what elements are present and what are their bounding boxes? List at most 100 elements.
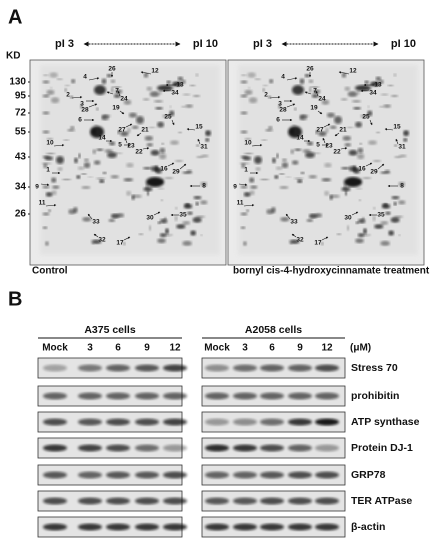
gel-spot (182, 240, 192, 246)
spot-arrow (117, 90, 121, 97)
panel-letter: A (8, 6, 22, 28)
marker-band (42, 80, 50, 84)
gel-spot (94, 124, 98, 126)
gel-spot (84, 158, 89, 162)
gel-spot (126, 190, 132, 196)
spot-label: 31 (200, 144, 208, 151)
gel-spot (357, 147, 364, 154)
gel-spot (247, 72, 256, 78)
gel-spot (403, 130, 410, 137)
lane-label: 6 (115, 343, 121, 354)
marker-band (42, 130, 50, 134)
gel-spot (63, 139, 70, 141)
gel-spot (44, 156, 54, 161)
gel-spot (64, 88, 67, 92)
spot-arrow (179, 163, 187, 170)
protein-label: TER ATPase (351, 495, 412, 507)
gel-spot (292, 85, 304, 95)
gel-spot (91, 242, 95, 245)
spot-label: 5 (316, 142, 320, 149)
gel-spot (254, 78, 261, 81)
gel-spot (181, 105, 186, 108)
spot-label: 29 (370, 169, 378, 176)
gel-spot (154, 165, 159, 172)
mw-label: 130 (9, 77, 26, 88)
spot-label: 34 (171, 90, 179, 97)
spot-arrow (71, 96, 83, 99)
gel-spot (249, 190, 255, 196)
gel-spot (391, 195, 400, 200)
gel-spot (260, 178, 270, 181)
gel-spot (205, 137, 210, 142)
gel-spot (51, 177, 57, 183)
gel-spot (143, 187, 153, 192)
gel-spot (49, 72, 58, 78)
lane-label: Mock (42, 343, 68, 354)
gel-spot (205, 130, 212, 137)
gel-spot (67, 128, 75, 132)
gel-spot (379, 105, 384, 108)
band (315, 497, 339, 505)
gel-spot (368, 140, 377, 145)
mw-label: 34 (15, 182, 27, 193)
gel-spot (308, 86, 312, 93)
gel-spot (182, 93, 191, 96)
spot-arrow (119, 110, 125, 115)
gel-spot (275, 166, 283, 170)
gel-spot (321, 242, 324, 246)
gel-spot (92, 149, 97, 155)
spot-label: 3 (80, 101, 84, 108)
gel-spot (265, 128, 273, 132)
gel-spot (302, 149, 311, 153)
gel-spot (189, 85, 196, 87)
spot-arrow (317, 110, 323, 115)
gel-spot (115, 152, 123, 155)
band (233, 444, 257, 452)
spot-arrow (323, 123, 331, 128)
gel-spot (393, 215, 404, 219)
band (315, 364, 339, 372)
gel-spot (182, 220, 191, 225)
gel-spot (294, 148, 302, 151)
gel-spot (279, 185, 289, 190)
spot-arrow (338, 71, 350, 75)
spot-label: 26 (306, 66, 314, 73)
spot-arrow (123, 236, 131, 241)
band (163, 418, 187, 426)
gel-spot (340, 98, 348, 101)
gel-spot (269, 78, 274, 84)
protein-label: ATP synthase (351, 416, 420, 428)
gel-spot (241, 74, 247, 77)
gel-spot (246, 209, 250, 212)
spot-label: 32 (296, 237, 304, 244)
spot-arrow (395, 138, 399, 145)
band (43, 523, 67, 531)
gel-spot (74, 157, 78, 164)
gel-spot (157, 187, 165, 190)
band (205, 471, 229, 479)
band (135, 471, 159, 479)
gel-spot (305, 152, 315, 158)
gel-spot (196, 155, 204, 159)
gel-spot (357, 90, 360, 95)
mw-label: 72 (15, 108, 27, 119)
gel-spot (161, 142, 164, 145)
gel-spot (379, 79, 384, 85)
spot-arrow (238, 183, 248, 186)
band (106, 523, 130, 531)
band (315, 418, 339, 426)
marker-band (240, 111, 248, 115)
spot-arrow (45, 204, 57, 207)
spot-label: 12 (151, 68, 159, 75)
spot-arrow (377, 163, 385, 170)
spot-arrow (286, 103, 296, 108)
gel-spot (313, 152, 321, 155)
spot-label: 30 (344, 215, 352, 222)
spot-label: 29 (172, 169, 180, 176)
gel-spot (101, 78, 107, 85)
gel-spot (299, 78, 305, 85)
spot-arrow (93, 233, 99, 238)
gel-spot (131, 194, 135, 200)
gel-spot (321, 99, 330, 105)
